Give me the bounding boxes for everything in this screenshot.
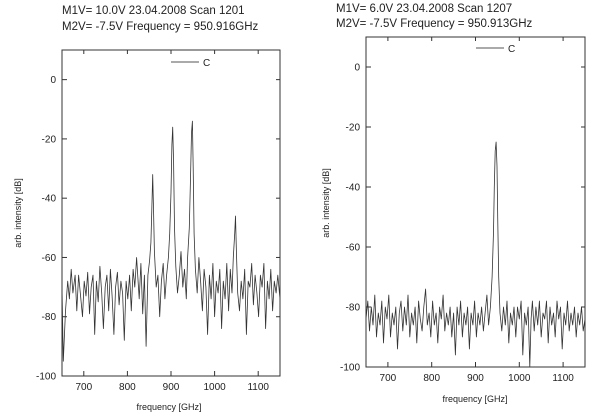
y-tick-label: -60 [346, 243, 361, 254]
chart1-y-axis-label: arb. intensity [dB] [13, 178, 23, 248]
chart2-y-axis-label: arb. intensity [dB] [321, 168, 331, 238]
y-tick-label: -80 [346, 303, 361, 314]
chart1-ticks: 700 800 900 1000 1100 0 -20 -40 -60 -80 -100 [36, 50, 280, 393]
x-tick-label: 900 [467, 373, 484, 384]
chart1-series-line [61, 120, 281, 362]
chart2-series-line [365, 141, 586, 368]
y-tick-label: -20 [42, 134, 57, 145]
y-tick-label: -20 [346, 123, 361, 134]
y-tick-label: 0 [50, 75, 56, 86]
x-tick-label: 800 [423, 373, 440, 384]
y-tick-label: -100 [36, 372, 56, 383]
chart2-header-line2: M2V= -7.5V Frequency = 950.913GHz [336, 18, 532, 30]
x-tick-label: 1100 [247, 382, 269, 393]
chart1-header-line2: M2V= -7.5V Frequency = 950.916GHz [62, 21, 258, 33]
chart2-x-axis-label: frequency [GHz] [442, 394, 507, 404]
x-tick-label: 700 [380, 373, 397, 384]
chart1-legend-label: C [203, 58, 210, 69]
chart2-ticks: 700 800 900 1000 1100 0 -20 -40 -60 -80 -100 [340, 37, 585, 384]
chart2-header-line1: M1V= 6.0V 23.04.2008 Scan 1207 [336, 3, 512, 15]
y-tick-label: -60 [42, 253, 57, 264]
y-tick-label: 0 [354, 63, 360, 74]
y-tick-label: -40 [346, 183, 361, 194]
x-tick-label: 1000 [508, 373, 531, 384]
x-tick-label: 800 [119, 382, 136, 393]
y-tick-label: -80 [42, 312, 57, 323]
x-tick-label: 1000 [203, 382, 226, 393]
chart1-header-line1: M1V= 10.0V 23.04.2008 Scan 1201 [62, 5, 245, 17]
y-tick-label: -100 [340, 363, 360, 374]
chart-panel-2: M1V= 6.0V 23.04.2008 Scan 1207 M2V= -7.5… [321, 3, 586, 404]
x-tick-label: 900 [163, 382, 180, 393]
chart-panel-1: M1V= 10.0V 23.04.2008 Scan 1201 M2V= -7.… [13, 5, 281, 412]
x-tick-label: 1100 [552, 373, 574, 384]
chart2-legend-label: C [508, 44, 515, 55]
chart1-x-axis-label: frequency [GHz] [136, 402, 201, 412]
x-tick-label: 700 [75, 382, 92, 393]
y-tick-label: -40 [42, 194, 57, 205]
